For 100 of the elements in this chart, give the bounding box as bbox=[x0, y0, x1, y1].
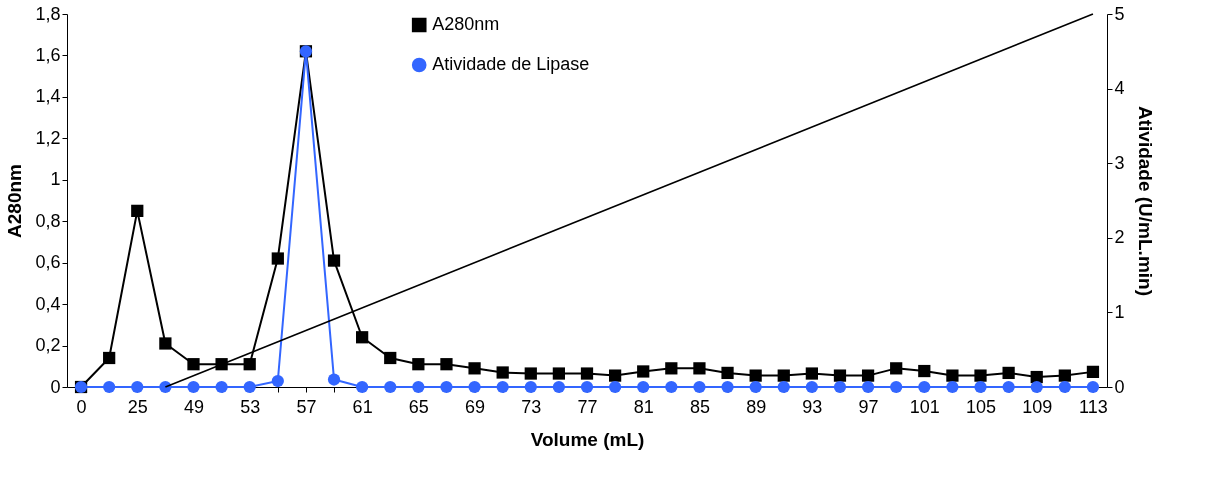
point bbox=[665, 380, 678, 394]
x-tick-label: 57 bbox=[296, 396, 317, 417]
point bbox=[440, 380, 453, 394]
x-tick-label: 65 bbox=[408, 396, 429, 417]
point bbox=[356, 380, 369, 394]
y2-tick-label: 4 bbox=[1114, 78, 1125, 99]
x-tick-label: 0 bbox=[76, 396, 87, 417]
legend-label: Atividade de Lipase bbox=[432, 54, 590, 74]
point bbox=[1086, 365, 1100, 378]
point bbox=[608, 369, 622, 382]
y-tick-label: 1,2 bbox=[35, 127, 61, 148]
point bbox=[693, 362, 706, 375]
point bbox=[721, 366, 734, 380]
x-tick-label: 85 bbox=[689, 396, 710, 417]
point bbox=[524, 380, 537, 394]
y-tick-label: 0,2 bbox=[35, 335, 61, 356]
point bbox=[890, 380, 903, 394]
y-tick-label: 0,4 bbox=[35, 293, 61, 314]
point bbox=[665, 362, 678, 375]
y-tick-label: 1,8 bbox=[35, 3, 61, 24]
point bbox=[131, 204, 144, 217]
point bbox=[356, 331, 369, 344]
point bbox=[580, 367, 594, 380]
x-tick-label: 61 bbox=[352, 396, 373, 417]
y2-tick-label: 3 bbox=[1114, 152, 1125, 173]
x-tick-label: 77 bbox=[577, 396, 598, 417]
x-tick-label: 49 bbox=[183, 396, 204, 417]
point bbox=[384, 351, 397, 365]
point bbox=[327, 373, 341, 386]
point bbox=[1058, 380, 1071, 394]
x-tick-label: 81 bbox=[633, 396, 654, 417]
point bbox=[805, 380, 818, 394]
x-tick-label: 89 bbox=[746, 396, 767, 417]
point bbox=[861, 369, 875, 382]
x-tick-label: 93 bbox=[802, 396, 823, 417]
y2-axis-title: Atividade (U/mL.min) bbox=[1134, 105, 1156, 297]
point bbox=[777, 369, 790, 382]
y-tick-label: 0 bbox=[50, 376, 61, 397]
point bbox=[833, 369, 847, 382]
point bbox=[1030, 380, 1043, 394]
x-tick-label: 113 bbox=[1079, 396, 1108, 417]
x-tick-label: 25 bbox=[127, 396, 148, 417]
point bbox=[637, 365, 650, 378]
point bbox=[215, 358, 228, 371]
x-tick-label: 109 bbox=[1022, 396, 1053, 417]
point bbox=[215, 380, 228, 394]
point bbox=[1058, 369, 1071, 382]
y-tick-label: 1,6 bbox=[35, 44, 61, 65]
legend-label: A280nm bbox=[432, 14, 500, 34]
point bbox=[693, 380, 706, 394]
y-tick-label: 1,4 bbox=[35, 86, 61, 107]
point bbox=[777, 380, 790, 394]
point bbox=[103, 380, 116, 394]
point bbox=[384, 380, 397, 394]
point bbox=[833, 380, 847, 394]
point bbox=[974, 380, 987, 394]
y2-tick-label: 0 bbox=[1114, 376, 1125, 397]
y2-tick-label: 2 bbox=[1114, 227, 1125, 248]
point bbox=[271, 252, 284, 265]
point bbox=[159, 380, 172, 394]
x-tick-label: 53 bbox=[240, 396, 261, 417]
point bbox=[861, 380, 875, 394]
point bbox=[327, 254, 341, 267]
point bbox=[1086, 380, 1100, 394]
point bbox=[412, 358, 425, 371]
point bbox=[918, 364, 931, 378]
point bbox=[131, 380, 144, 394]
point bbox=[749, 369, 762, 382]
x-tick-label: 97 bbox=[858, 396, 879, 417]
y-axis-title: A280nm bbox=[4, 164, 26, 238]
point bbox=[187, 358, 200, 371]
point bbox=[608, 380, 622, 394]
y-tick-label: 0,8 bbox=[35, 210, 61, 231]
point bbox=[524, 367, 537, 380]
point bbox=[468, 362, 481, 375]
point bbox=[890, 362, 903, 375]
y2-tick-label: 1 bbox=[1114, 301, 1125, 322]
x-tick-label: 73 bbox=[521, 396, 542, 417]
point bbox=[440, 358, 453, 371]
point bbox=[552, 380, 566, 394]
x-tick-label: 101 bbox=[909, 396, 940, 417]
point bbox=[1002, 366, 1015, 380]
point bbox=[637, 380, 650, 394]
point bbox=[974, 369, 987, 382]
point bbox=[496, 380, 509, 394]
point bbox=[243, 380, 256, 394]
point bbox=[552, 367, 566, 380]
point bbox=[918, 380, 931, 394]
point bbox=[721, 380, 734, 394]
x-tick-label: 69 bbox=[465, 396, 486, 417]
point bbox=[946, 369, 959, 382]
point bbox=[749, 380, 762, 394]
point bbox=[1002, 380, 1015, 394]
y-tick-label: 0,6 bbox=[35, 252, 61, 273]
point bbox=[271, 374, 284, 388]
point bbox=[412, 380, 425, 394]
point bbox=[580, 380, 594, 394]
x-tick-label: 105 bbox=[965, 396, 997, 417]
point bbox=[103, 351, 116, 365]
point bbox=[468, 380, 481, 394]
